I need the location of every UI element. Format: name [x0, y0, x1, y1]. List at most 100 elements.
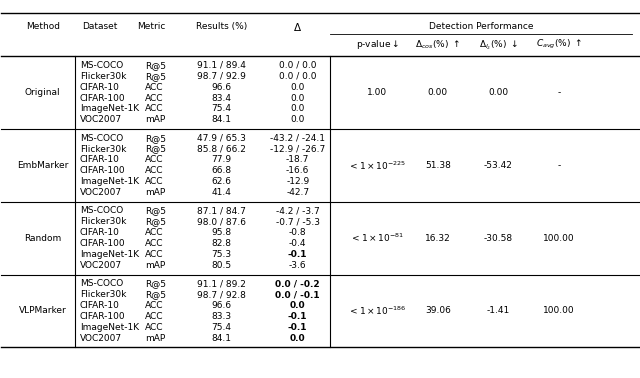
Text: -30.58: -30.58	[484, 234, 513, 243]
Text: -18.7: -18.7	[286, 155, 309, 164]
Text: CIFAR-10: CIFAR-10	[80, 155, 120, 164]
Text: 100.00: 100.00	[543, 307, 575, 316]
Text: ACC: ACC	[145, 250, 163, 259]
Text: $< 1 \times 10^{-81}$: $< 1 \times 10^{-81}$	[350, 232, 404, 244]
Text: Metric: Metric	[137, 22, 165, 31]
Text: 91.1 / 89.4: 91.1 / 89.4	[196, 61, 246, 70]
Text: 51.38: 51.38	[425, 161, 451, 170]
Text: p-value$\downarrow$: p-value$\downarrow$	[356, 39, 399, 51]
Text: ACC: ACC	[145, 323, 163, 332]
Text: VOC2007: VOC2007	[80, 334, 122, 342]
Text: $< 1 \times 10^{-186}$: $< 1 \times 10^{-186}$	[348, 305, 406, 317]
Text: ImageNet-1K: ImageNet-1K	[80, 177, 139, 186]
Text: CIFAR-100: CIFAR-100	[80, 312, 125, 321]
Text: -: -	[557, 88, 561, 97]
Text: 75.4: 75.4	[211, 323, 231, 332]
Text: Flicker30k: Flicker30k	[80, 72, 126, 81]
Text: R@5: R@5	[145, 144, 166, 153]
Text: ACC: ACC	[145, 177, 163, 186]
Text: 0.0 / -0.2: 0.0 / -0.2	[275, 279, 320, 288]
Text: -0.4: -0.4	[289, 239, 307, 248]
Text: Dataset: Dataset	[83, 22, 118, 31]
Text: 0.0: 0.0	[290, 334, 305, 342]
Text: 75.3: 75.3	[211, 250, 231, 259]
Text: 83.4: 83.4	[211, 93, 231, 102]
Text: MS-COCO: MS-COCO	[80, 134, 123, 143]
Text: ImageNet-1K: ImageNet-1K	[80, 323, 139, 332]
Text: 66.8: 66.8	[211, 166, 231, 175]
Text: mAP: mAP	[145, 115, 165, 124]
Text: VLPMarker: VLPMarker	[19, 307, 67, 316]
Text: VOC2007: VOC2007	[80, 115, 122, 124]
Text: -0.8: -0.8	[289, 228, 307, 237]
Text: CIFAR-10: CIFAR-10	[80, 83, 120, 91]
Text: mAP: mAP	[145, 188, 165, 197]
Text: ImageNet-1K: ImageNet-1K	[80, 250, 139, 259]
Text: 87.1 / 84.7: 87.1 / 84.7	[196, 206, 246, 215]
Text: 1.00: 1.00	[367, 88, 387, 97]
Text: R@5: R@5	[145, 279, 166, 288]
Text: -12.9: -12.9	[286, 177, 309, 186]
Text: 0.00: 0.00	[428, 88, 448, 97]
Text: $< 1 \times 10^{-225}$: $< 1 \times 10^{-225}$	[348, 159, 406, 172]
Text: Flicker30k: Flicker30k	[80, 290, 126, 299]
Text: $\Delta$: $\Delta$	[293, 21, 302, 33]
Text: 41.4: 41.4	[211, 188, 231, 197]
Text: Original: Original	[25, 88, 61, 97]
Text: EmbMarker: EmbMarker	[17, 161, 68, 170]
Text: -53.42: -53.42	[484, 161, 513, 170]
Text: mAP: mAP	[145, 334, 165, 342]
Text: 0.00: 0.00	[488, 88, 509, 97]
Text: 0.0: 0.0	[290, 301, 305, 310]
Text: $\Delta_{cos}$(%) $\uparrow$: $\Delta_{cos}$(%) $\uparrow$	[415, 39, 460, 51]
Text: ACC: ACC	[145, 93, 163, 102]
Text: MS-COCO: MS-COCO	[80, 279, 123, 288]
Text: 85.8 / 66.2: 85.8 / 66.2	[196, 144, 246, 153]
Text: R@5: R@5	[145, 134, 166, 143]
Text: 0.0: 0.0	[291, 83, 305, 91]
Text: MS-COCO: MS-COCO	[80, 61, 123, 70]
Text: R@5: R@5	[145, 72, 166, 81]
Text: 82.8: 82.8	[211, 239, 231, 248]
Text: $C_{avg}$(%) $\uparrow$: $C_{avg}$(%) $\uparrow$	[536, 38, 582, 51]
Text: R@5: R@5	[145, 217, 166, 226]
Text: R@5: R@5	[145, 290, 166, 299]
Text: -0.1: -0.1	[288, 250, 307, 259]
Text: CIFAR-10: CIFAR-10	[80, 301, 120, 310]
Text: ACC: ACC	[145, 83, 163, 91]
Text: 16.32: 16.32	[425, 234, 451, 243]
Text: -0.1: -0.1	[288, 323, 307, 332]
Text: CIFAR-100: CIFAR-100	[80, 166, 125, 175]
Text: 100.00: 100.00	[543, 234, 575, 243]
Text: 98.7 / 92.8: 98.7 / 92.8	[196, 290, 246, 299]
Text: ImageNet-1K: ImageNet-1K	[80, 104, 139, 113]
Text: ACC: ACC	[145, 166, 163, 175]
Text: 0.0 / 0.0: 0.0 / 0.0	[279, 72, 316, 81]
Text: 0.0: 0.0	[291, 115, 305, 124]
Text: -0.7 / -5.3: -0.7 / -5.3	[276, 217, 320, 226]
Text: ACC: ACC	[145, 239, 163, 248]
Text: -16.6: -16.6	[286, 166, 309, 175]
Text: -: -	[557, 161, 561, 170]
Text: $\Delta_{l_2}$(%) $\downarrow$: $\Delta_{l_2}$(%) $\downarrow$	[479, 38, 518, 52]
Text: 83.3: 83.3	[211, 312, 231, 321]
Text: R@5: R@5	[145, 206, 166, 215]
Text: Flicker30k: Flicker30k	[80, 217, 126, 226]
Text: Method: Method	[26, 22, 60, 31]
Text: Results (%): Results (%)	[196, 22, 247, 31]
Text: 0.0: 0.0	[291, 93, 305, 102]
Text: R@5: R@5	[145, 61, 166, 70]
Text: 0.0: 0.0	[291, 104, 305, 113]
Text: Detection Performance: Detection Performance	[429, 22, 533, 31]
Text: 91.1 / 89.2: 91.1 / 89.2	[196, 279, 246, 288]
Text: 47.9 / 65.3: 47.9 / 65.3	[196, 134, 246, 143]
Text: mAP: mAP	[145, 261, 165, 270]
Text: 98.0 / 87.6: 98.0 / 87.6	[196, 217, 246, 226]
Text: 62.6: 62.6	[211, 177, 231, 186]
Text: ACC: ACC	[145, 155, 163, 164]
Text: -3.6: -3.6	[289, 261, 307, 270]
Text: -1.41: -1.41	[487, 307, 510, 316]
Text: -0.1: -0.1	[288, 312, 307, 321]
Text: -43.2 / -24.1: -43.2 / -24.1	[270, 134, 325, 143]
Text: 80.5: 80.5	[211, 261, 231, 270]
